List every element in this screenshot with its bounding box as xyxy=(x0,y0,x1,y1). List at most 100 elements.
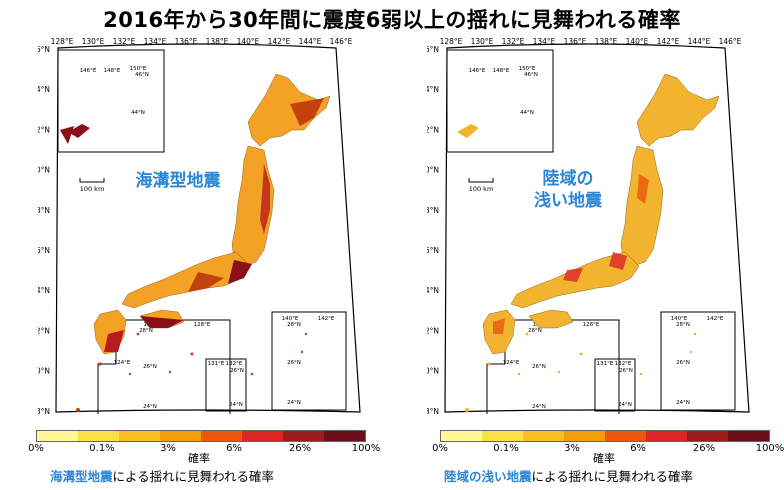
map-label: 24°N xyxy=(229,402,243,408)
lon-tick-label: 130°E xyxy=(471,37,494,46)
legend-swatch xyxy=(283,431,324,441)
legend-ticks: 0% 0.1% 3% 6% 26% 100% xyxy=(28,443,380,457)
map-label: 132°E xyxy=(615,361,632,367)
hotspot-kinki xyxy=(563,268,583,282)
japan-land xyxy=(457,73,720,412)
map-label: 24°N xyxy=(532,404,546,410)
hotspot-tokai xyxy=(188,272,224,292)
hotspot-kyushu xyxy=(104,330,124,352)
legend-tick-label: 3% xyxy=(564,443,580,454)
page-title: 2016年から30年間に震度6弱以上の揺れに見舞われる確率 xyxy=(103,8,681,32)
lon-tick-label: 138°E xyxy=(595,37,618,46)
kuril-islands xyxy=(457,124,479,138)
small-island xyxy=(168,370,172,374)
lat-tick-label: 46°N xyxy=(38,45,50,54)
hotspot-kuril xyxy=(60,126,74,144)
legend-color-bar xyxy=(440,430,770,442)
map-caption: 陸域の浅い地震による揺れに見舞われる確率 xyxy=(444,466,693,485)
lat-tick-label: 42°N xyxy=(38,125,50,134)
lon-tick-label: 128°E xyxy=(51,37,74,46)
probability-legend: 0% 0.1% 3% 6% 26% 100% xyxy=(28,430,380,457)
caption-highlight: 陸域の浅い地震 xyxy=(444,469,532,484)
map-svg: 128°E 130°E 132°E 134°E 136°E 138°E 140°E 142°E… xyxy=(38,37,361,416)
map-panel-trench: 128°E 130°E 132°E 134°E 136°E 138°E 140°E 142°E… xyxy=(38,34,388,424)
map-label: 28°N xyxy=(676,322,690,328)
legend-ticks: 0% 0.1% 3% 6% 26% 100% xyxy=(432,443,784,457)
inset-ogasawara xyxy=(660,311,736,411)
map-label: 140°E xyxy=(282,316,299,322)
legend-tick-label: 100% xyxy=(351,443,381,454)
inset-kuril xyxy=(446,49,554,153)
legend-swatch xyxy=(564,431,605,441)
hotspot-shikoku xyxy=(140,316,184,328)
lon-tick-label: 132°E xyxy=(502,37,525,46)
lat-tick-label: 28°N xyxy=(38,407,50,416)
legend-swatch xyxy=(119,431,160,441)
map-label: 124°E xyxy=(503,360,520,366)
scale-label: 100 km xyxy=(469,185,494,193)
small-island xyxy=(639,372,643,376)
legend-tick-label: 100% xyxy=(755,443,784,454)
map-type-label-line: 浅い地震 xyxy=(534,191,602,211)
legend-swatch xyxy=(482,431,523,441)
small-island xyxy=(579,352,583,356)
map-label: 140°E xyxy=(671,316,688,322)
hotspot-kanto xyxy=(609,252,627,270)
map-label: 142°E xyxy=(318,316,335,322)
lat-tick-label: 40°N xyxy=(427,166,439,175)
inset-daito xyxy=(205,358,247,412)
legend-swatch xyxy=(605,431,646,441)
map-label: 26°N xyxy=(676,360,690,366)
map-type-label: 海溝型地震 xyxy=(108,170,248,192)
lat-tick-label: 38°N xyxy=(38,206,50,215)
map-label: 148°E xyxy=(493,68,510,74)
map-label: 46°N xyxy=(135,72,149,78)
map-label: 148°E xyxy=(104,68,121,74)
lon-tick-label: 136°E xyxy=(564,37,587,46)
small-island xyxy=(487,362,491,366)
map-label: 28°N xyxy=(287,322,301,328)
lat-tick-label: 34°N xyxy=(38,286,50,295)
lat-tick-label: 32°N xyxy=(427,326,439,335)
kuril-islands xyxy=(68,124,90,138)
small-island xyxy=(136,332,140,336)
legend-swatch xyxy=(646,431,687,441)
map-label: 46°N xyxy=(524,72,538,78)
lon-tick-label: 132°E xyxy=(113,37,136,46)
lat-tick-label: 34°N xyxy=(427,286,439,295)
legend-swatch xyxy=(242,431,283,441)
map-label: 131°E xyxy=(597,361,614,367)
scale-label: 100 km xyxy=(80,185,105,193)
hokkaido xyxy=(636,73,720,147)
japan-land xyxy=(60,73,331,412)
legend-tick-label: 6% xyxy=(630,443,646,454)
lat-tick-label: 46°N xyxy=(427,45,439,54)
shikoku xyxy=(528,309,574,329)
map-label: 146°E xyxy=(80,68,97,74)
map-label: 24°N xyxy=(287,400,301,406)
lat-tick-label: 28°N xyxy=(427,407,439,416)
map-label: 150°E xyxy=(519,66,536,72)
map-label: 28°N xyxy=(139,328,153,334)
legend-swatch xyxy=(78,431,119,441)
hotspot-kyushu xyxy=(493,318,505,334)
legend-swatch xyxy=(160,431,201,441)
lat-tick-label: 44°N xyxy=(427,85,439,94)
small-island xyxy=(525,332,529,336)
map-label: 26°N xyxy=(230,368,244,374)
lon-tick-label: 140°E xyxy=(237,37,260,46)
inset-ogasawara xyxy=(271,311,347,411)
legend-tick-label: 3% xyxy=(160,443,176,454)
lon-tick-label: 144°E xyxy=(299,37,322,46)
lon-tick-label: 142°E xyxy=(657,37,680,46)
lat-tick-label: 30°N xyxy=(427,367,439,376)
legend-tick-label: 0.1% xyxy=(89,443,115,454)
hotspot-hokkaido xyxy=(290,98,324,126)
map-label: 24°N xyxy=(676,400,690,406)
lon-tick-label: 142°E xyxy=(268,37,291,46)
legend-swatch xyxy=(441,431,482,441)
caption-text: による揺れに見舞われる確率 xyxy=(112,469,275,484)
map-type-label-line: 海溝型地震 xyxy=(135,171,221,191)
map-label: 150°E xyxy=(130,66,147,72)
lon-tick-label: 134°E xyxy=(144,37,167,46)
